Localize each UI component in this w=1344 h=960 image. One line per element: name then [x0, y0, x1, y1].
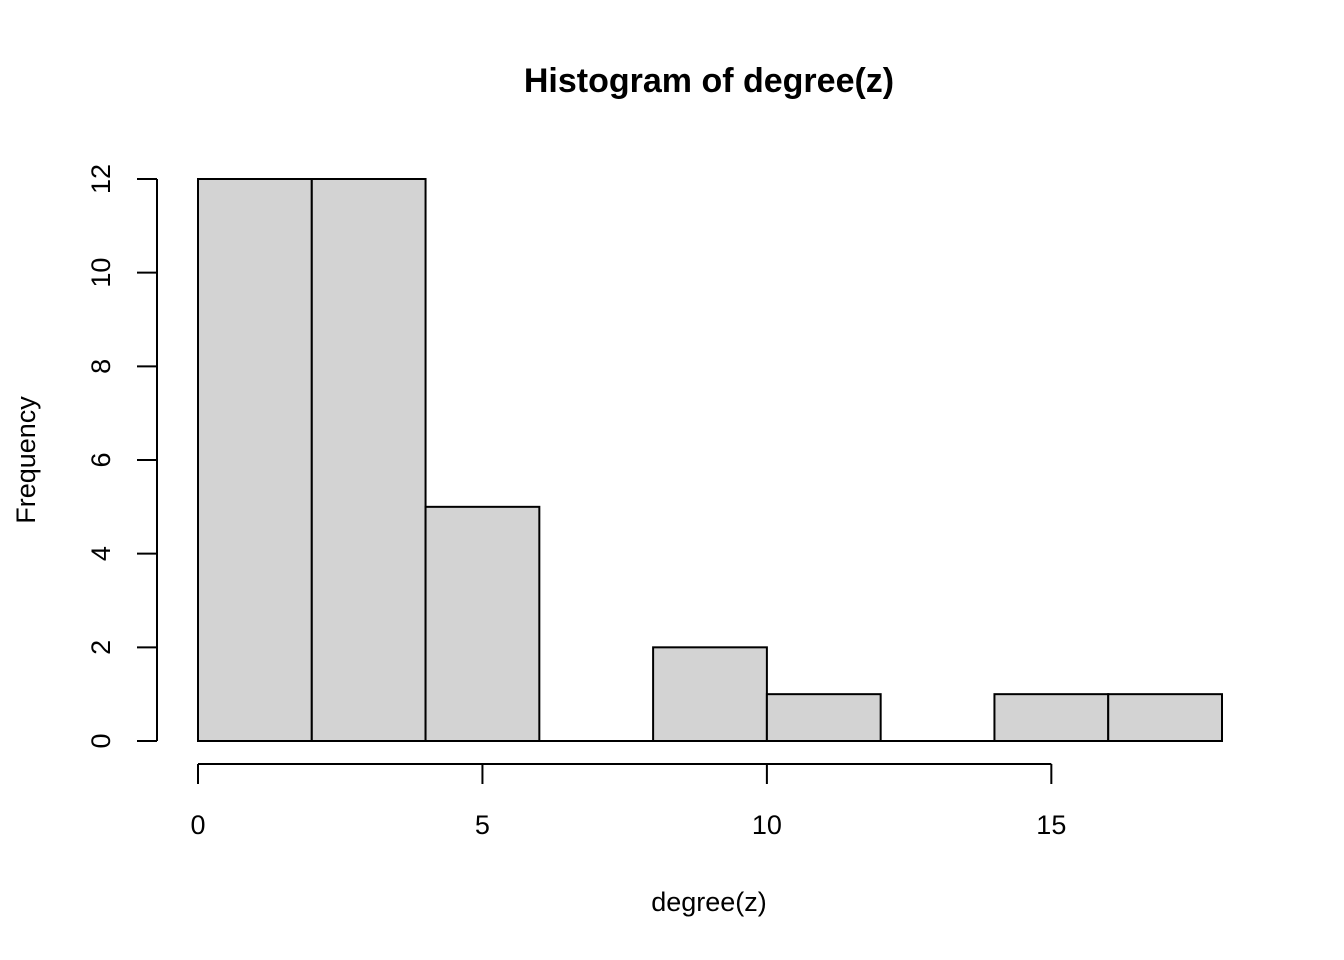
y-tick-label-4: 8 [86, 359, 116, 374]
histogram-bar-7 [993, 693, 1110, 743]
x-tick-label-1: 5 [475, 810, 490, 840]
bars [197, 178, 1223, 743]
y-tick-label-0: 0 [86, 733, 116, 748]
x-tick-label-3: 15 [1036, 810, 1066, 840]
chart-title: Histogram of degree(z) [524, 62, 894, 100]
y-tick-label-1: 2 [86, 640, 116, 655]
histogram-bar-2 [424, 505, 541, 743]
histogram-bar-4 [652, 646, 768, 742]
y-tick-label-3: 6 [86, 452, 116, 467]
histogram-bar-8 [1107, 693, 1223, 743]
x-tick-label-0: 0 [190, 810, 205, 840]
x-tick-label-2: 10 [752, 810, 782, 840]
y-axis-label: Frequency [11, 396, 41, 524]
x-axis: 0 5 10 15 [190, 763, 1066, 840]
y-tick-label-6: 12 [86, 164, 116, 194]
histogram-bar-0 [197, 178, 313, 742]
y-axis: 0 2 4 6 8 10 12 [86, 164, 158, 749]
y-tick-label-2: 4 [86, 546, 116, 561]
x-axis-label: degree(z) [651, 887, 767, 917]
histogram-bar-5 [765, 693, 882, 743]
histogram-bar-1 [310, 178, 427, 742]
y-tick-label-5: 10 [86, 258, 116, 288]
